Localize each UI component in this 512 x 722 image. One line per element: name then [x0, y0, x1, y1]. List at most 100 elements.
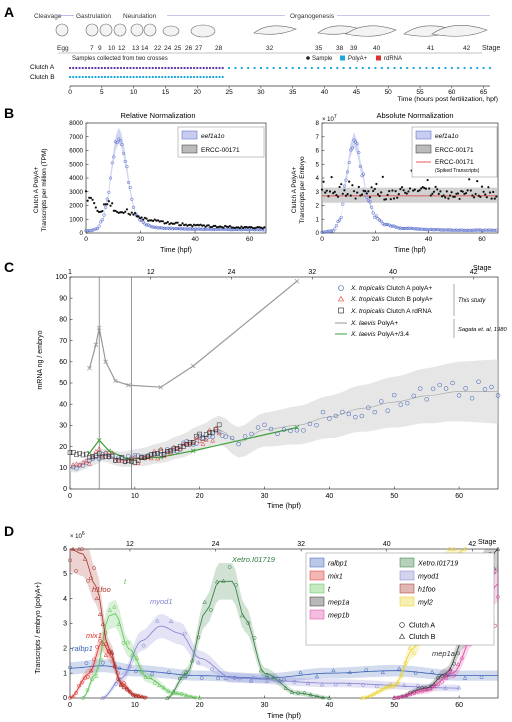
b-right-exponent: × 107 — [322, 114, 337, 123]
eef1a1o-point — [334, 224, 338, 228]
eef1a1o-point — [190, 227, 194, 231]
point-h1foo — [94, 596, 100, 600]
point-Xetro.I01719 — [258, 668, 264, 673]
curve-h1foo — [69, 548, 148, 699]
clutch-a-sample-dot — [154, 66, 158, 70]
eef1a1o-point — [410, 226, 414, 230]
ercc-point — [349, 194, 352, 197]
point-myl2 — [447, 547, 452, 551]
eef1a1o-point — [326, 229, 330, 233]
clutch-a-polya-point — [437, 382, 442, 388]
ercc-point — [450, 191, 453, 194]
point-myod1 — [223, 675, 229, 680]
clutch-a-rdrna-point — [177, 444, 183, 449]
legend-marker — [338, 307, 344, 314]
timeline-tick-label: 0 — [68, 89, 72, 96]
eef1a1o-point — [373, 215, 377, 220]
ercc-point — [132, 213, 135, 216]
point-h1foo — [104, 642, 108, 647]
clutch-a-sample-dot — [202, 66, 205, 70]
clutch-b-polya-point — [103, 449, 109, 455]
ercc-point — [380, 191, 383, 194]
svg-text:9: 9 — [98, 45, 102, 52]
ercc-point — [487, 186, 490, 189]
eef1a1o-point — [416, 227, 420, 231]
b-left-ylabel-2: Transcripts per million (TPM) — [41, 148, 48, 231]
clutch-b-sample-dot — [154, 75, 158, 79]
point-ralbp1 — [199, 676, 204, 680]
eef1a1o-point — [485, 228, 489, 232]
ercc-point — [332, 192, 335, 195]
ercc-point — [176, 221, 179, 224]
point-ralbp1 — [216, 676, 221, 681]
ercc-point — [142, 218, 145, 221]
ercc-point — [184, 223, 187, 226]
clutch-a-sample-dot — [138, 66, 142, 70]
point-Xetro.I01719 — [271, 675, 276, 680]
point-Xetro.I01719 — [239, 613, 245, 618]
eef1a1o-point — [467, 228, 471, 232]
ercc-point — [397, 193, 400, 196]
clutch-b-sample-dot — [212, 75, 215, 79]
clutch-b-polya-point — [155, 456, 160, 461]
point-h1foo — [107, 649, 111, 653]
eef1a1o-point — [166, 226, 170, 230]
clutch-a-polya-point — [103, 451, 108, 456]
ercc-point — [364, 189, 367, 193]
ercc-point — [344, 194, 348, 197]
eef1a1o-point — [94, 227, 98, 231]
eef1a1o-point — [357, 150, 361, 155]
point-mep1b — [392, 696, 397, 700]
point-myod1 — [196, 660, 201, 665]
eef1a1o-point — [421, 227, 425, 231]
point-mep1a — [456, 651, 460, 656]
clutch-a-sample-dot — [170, 66, 173, 70]
eef1a1o-point — [187, 227, 191, 231]
svg-text:25: 25 — [174, 45, 182, 52]
svg-text:eef1a1o: eef1a1o — [201, 133, 225, 140]
eef1a1o-point — [472, 228, 476, 232]
ercc-point — [130, 211, 133, 214]
phase-label: Organogenesis — [290, 13, 335, 20]
point-t — [157, 682, 162, 687]
ercc-point — [106, 203, 109, 206]
svg-text:24: 24 — [164, 45, 172, 52]
ercc-point — [492, 190, 495, 194]
ercc-point — [333, 190, 336, 194]
sagata-label: Sagata et. al, 1980 — [458, 327, 507, 333]
ercc-point — [348, 180, 351, 183]
point-myl2 — [411, 651, 416, 655]
clutch-a-sample-dot — [240, 66, 243, 70]
point-myod1 — [347, 681, 352, 686]
eef1a1o-point — [355, 142, 359, 146]
point-ralbp1 — [479, 675, 484, 680]
d-xlabel: Time (hpf) — [267, 711, 301, 720]
clutch-a-sample-dot — [81, 66, 84, 70]
point-myod1 — [264, 678, 270, 683]
clutch-a-sample-dot — [113, 66, 116, 70]
eef1a1o-point — [104, 205, 108, 210]
eef1a1o-point — [474, 228, 478, 232]
eef1a1o-point — [84, 229, 88, 233]
point-mep1b — [440, 680, 444, 684]
svg-text:40: 40 — [373, 45, 381, 52]
ercc-point — [343, 189, 346, 192]
svg-text:12: 12 — [118, 45, 126, 52]
point-myod1 — [374, 684, 379, 689]
y-tick-label: 5 — [316, 161, 320, 168]
polya-mean-line — [70, 391, 498, 469]
eef1a1o-point — [182, 227, 186, 231]
ercc-point — [320, 188, 324, 191]
legend-swatch — [181, 130, 198, 140]
eef1a1o-point — [408, 226, 412, 230]
eef1a1o-point — [177, 227, 181, 231]
clutch-b-label: Clutch B — [30, 74, 55, 81]
clutch-a-rdrna-point — [190, 440, 196, 445]
clutch-a-sample-dot — [482, 66, 485, 70]
ercc-point — [368, 196, 372, 199]
embryo-stage-icon — [99, 23, 113, 37]
ercc-point — [91, 198, 94, 201]
eef1a1o-point — [95, 227, 100, 231]
point-ralbp1 — [84, 661, 89, 666]
clutch-a-sample-dot — [218, 66, 221, 70]
